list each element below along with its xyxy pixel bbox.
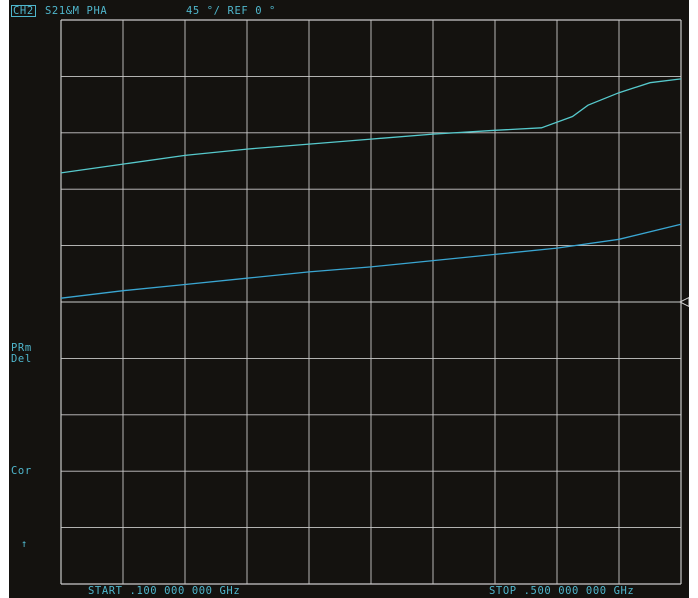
scale-label: 45 °/ REF 0 ° bbox=[186, 5, 276, 17]
chart-plot bbox=[60, 19, 689, 585]
channel-indicator: CH2 bbox=[11, 5, 36, 17]
measurement-label: S21&M PHA bbox=[45, 5, 108, 17]
reference-marker-icon bbox=[678, 296, 689, 308]
start-frequency: START .100 000 000 GHz bbox=[88, 585, 241, 597]
trace-lower bbox=[60, 223, 682, 299]
prm-annotation: PRm bbox=[11, 342, 32, 354]
display-area: CH2 S21&M PHA 45 °/ REF 0 ° PRm Del Cor … bbox=[9, 0, 689, 598]
traces bbox=[60, 78, 682, 299]
delay-annotation: Del bbox=[11, 353, 32, 365]
up-arrow-icon: ↑ bbox=[21, 538, 28, 550]
stop-frequency: STOP .500 000 000 GHz bbox=[489, 585, 635, 597]
trace-upper bbox=[60, 78, 682, 174]
correction-annotation: Cor bbox=[11, 465, 32, 477]
